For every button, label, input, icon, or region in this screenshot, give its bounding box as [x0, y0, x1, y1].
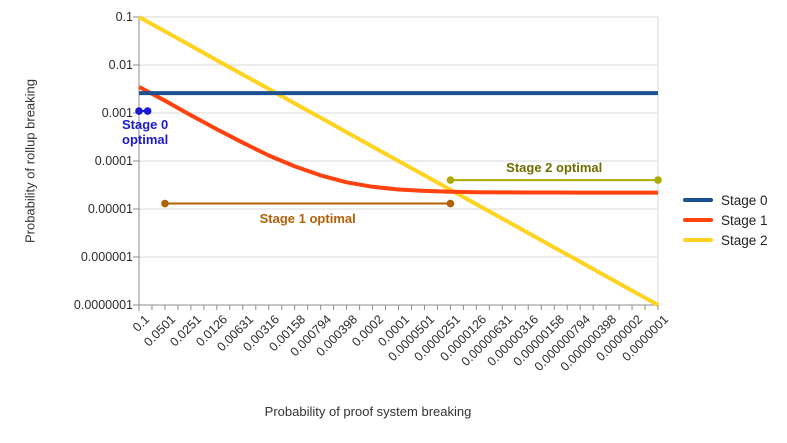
legend-item-stage-0: Stage 0 [683, 190, 768, 210]
legend-label: Stage 1 [721, 212, 768, 228]
annotation-stage-0-optimal-dot [143, 107, 152, 115]
legend-label: Stage 0 [721, 192, 768, 208]
legend-item-stage-1: Stage 1 [683, 210, 768, 230]
legend: Stage 0 Stage 1 Stage 2 [683, 190, 768, 250]
legend-label: Stage 2 [721, 232, 768, 248]
annotation-stage-2-optimal-dot [654, 176, 662, 184]
legend-item-stage-2: Stage 2 [683, 230, 768, 250]
annotation-stage-2-optimal-dot [446, 176, 455, 184]
series-line-stage-1 [138, 85, 658, 195]
legend-swatch [683, 238, 713, 242]
y-tick-label: 0.01 [108, 58, 133, 72]
annotation-stage-0-optimal-label: Stage 0 optimal [122, 117, 169, 147]
y-tick-label: 0.00001 [87, 202, 133, 216]
annotation-stage-1-optimal-dot [446, 199, 455, 208]
series-line-stage-2 [138, 15, 659, 307]
y-tick-label: 0.001 [101, 106, 133, 120]
x-axis-title: Probability of proof system breaking [264, 404, 472, 419]
annotation-stage-1-optimal-label: Stage 1 optimal [259, 210, 356, 226]
y-tick-label: 0.000001 [80, 250, 133, 264]
legend-swatch [683, 218, 713, 222]
y-tick-label: 0.0001 [94, 154, 133, 168]
annotation-stage-0-optimal-dot [135, 107, 143, 115]
y-tick-label: 0.1 [115, 10, 133, 24]
y-tick-label: 0.0000001 [73, 298, 133, 312]
annotation-stage-2-optimal-label: Stage 2 optimal [506, 160, 603, 176]
annotation-stage-1-optimal-dot [161, 199, 169, 208]
legend-swatch [683, 198, 713, 202]
